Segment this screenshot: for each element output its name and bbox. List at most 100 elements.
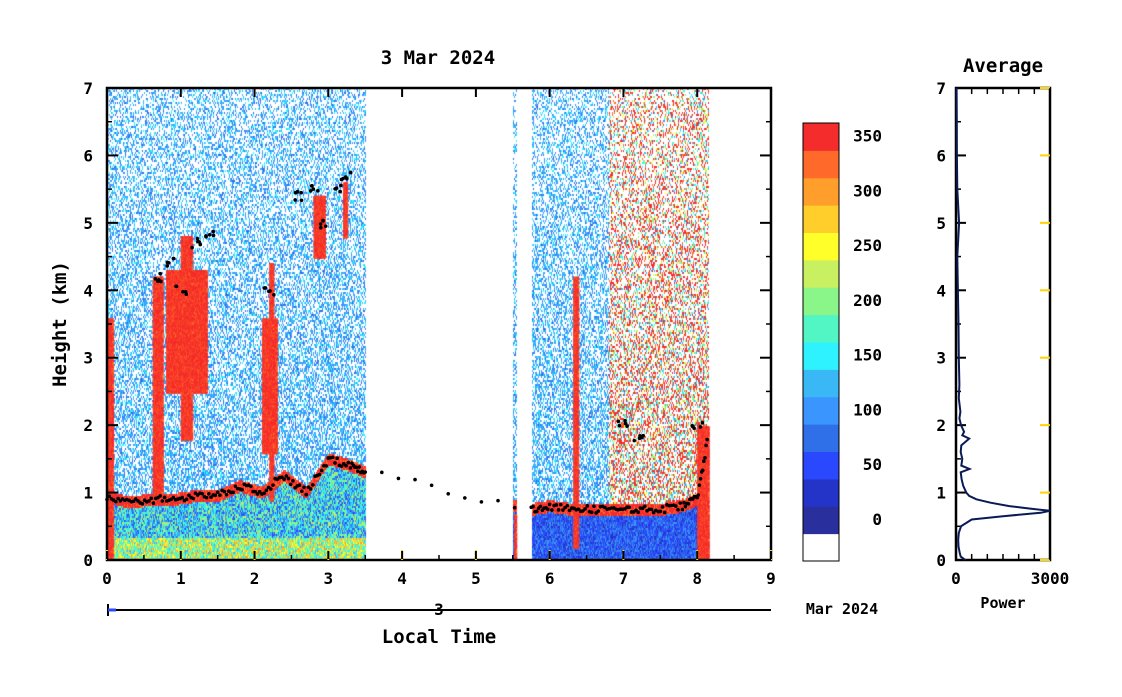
cloud-base-marker	[596, 509, 601, 513]
cloud-base-marker	[213, 493, 218, 498]
cloud-base-marker	[330, 455, 335, 460]
cloud-base-marker	[187, 493, 191, 498]
colorbar-tick-label: 100	[853, 400, 882, 419]
cloud-base-marker	[697, 483, 702, 487]
cloud-top-marker	[299, 190, 304, 195]
cloud-top-marker	[181, 289, 185, 294]
cloud-top-marker	[338, 183, 343, 188]
cloud-base-marker	[698, 476, 703, 481]
heatmap-image	[107, 88, 771, 560]
cloud-top-marker	[632, 438, 637, 443]
cloud-top-marker	[323, 224, 328, 228]
cloud-base-marker	[162, 495, 167, 500]
cloud-top-marker	[198, 242, 203, 247]
cloud-top-marker	[640, 435, 644, 440]
heatmap-layer	[105, 88, 771, 560]
colorbar-tick-label: 50	[863, 455, 882, 474]
cloud-base-marker	[271, 483, 275, 487]
cloud-base-marker	[299, 489, 304, 494]
date-axis-month-year-label: Mar 2024	[806, 600, 878, 618]
cloud-base-marker	[348, 466, 353, 470]
cloud-base-marker	[479, 500, 484, 504]
cloud-base-marker	[324, 464, 328, 468]
colorbar-tick-labels: 0 50 100 150 200 250 300 350	[853, 127, 882, 529]
cloud-base-marker	[592, 504, 596, 509]
cloud-base-marker	[107, 494, 112, 499]
cloud-base-marker	[674, 504, 678, 508]
colorbar-tick-label: 150	[853, 346, 882, 365]
profile-x-tick-label: 3000	[1031, 569, 1070, 588]
cloud-base-marker	[291, 478, 295, 483]
cloud-top-marker	[195, 236, 200, 241]
main-y-tick-label: 3	[83, 349, 93, 368]
cloud-top-marker	[319, 225, 323, 230]
colorbar-swatch	[803, 205, 839, 233]
cloud-base-marker	[346, 460, 351, 465]
cloud-base-marker	[140, 502, 145, 506]
cloud-base-marker	[191, 496, 196, 501]
cloud-top-marker	[310, 183, 314, 188]
cloud-base-marker	[704, 443, 708, 448]
cloud-top-marker	[318, 222, 323, 226]
cloud-base-marker	[233, 484, 238, 489]
cloud-base-marker	[284, 474, 289, 478]
colorbar-swatch	[803, 342, 839, 370]
cloud-base-marker	[249, 484, 253, 489]
cloud-base-marker	[215, 490, 220, 494]
cloud-base-marker	[297, 483, 302, 488]
cloud-base-marker	[700, 468, 705, 473]
cloud-base-marker	[240, 487, 244, 492]
cloud-base-markers	[105, 170, 709, 515]
main-x-tick-label: 3	[324, 569, 334, 588]
cloud-base-marker	[558, 502, 563, 507]
profile-y-tick-label: 7	[936, 79, 946, 98]
cloud-top-marker	[299, 198, 304, 203]
cloud-base-marker	[288, 482, 293, 487]
main-y-axis-label: Height (km)	[49, 261, 71, 387]
main-x-tick-label: 4	[397, 569, 407, 588]
cloud-base-marker	[218, 493, 222, 497]
cloud-top-marker	[158, 271, 163, 276]
cloud-base-marker	[253, 489, 258, 494]
cloud-base-marker	[311, 483, 315, 487]
main-y-tick-label: 7	[83, 79, 93, 98]
cloud-base-marker	[702, 459, 706, 464]
colorbar-swatch	[803, 123, 839, 151]
cloud-base-marker	[589, 510, 594, 515]
profile-y-tick-label: 3	[936, 349, 946, 368]
cloud-base-marker	[357, 465, 362, 469]
cloud-top-marker	[617, 423, 622, 428]
colorbar-swatch	[803, 396, 839, 425]
cloud-top-marker	[153, 277, 158, 281]
cloud-base-marker	[686, 502, 691, 506]
profile-chart-title: Average	[963, 55, 1043, 77]
cloud-top-marker	[616, 419, 621, 424]
cloud-base-marker	[662, 510, 667, 515]
cloud-base-marker	[531, 504, 535, 509]
cloud-base-marker	[209, 495, 213, 499]
cloud-top-marker	[623, 421, 628, 426]
cloud-top-marker	[204, 234, 208, 238]
cloud-base-marker	[512, 505, 517, 510]
cloud-base-marker	[224, 492, 229, 497]
cloud-base-marker	[160, 499, 165, 503]
main-x-tick-label: 1	[176, 569, 186, 588]
cloud-base-marker	[627, 505, 632, 510]
profile-y-tick-label: 0	[936, 551, 946, 570]
cloud-base-marker	[703, 455, 707, 460]
cloud-base-marker	[696, 493, 701, 497]
cloud-base-marker	[567, 508, 572, 513]
cloud-base-marker	[333, 461, 337, 465]
profile-x-tick-label: 0	[951, 569, 961, 588]
cloud-top-marker	[348, 170, 353, 175]
cloud-base-marker	[151, 501, 156, 505]
cloud-top-marker	[293, 198, 297, 202]
cloud-base-marker	[534, 509, 539, 514]
cloud-top-marker	[211, 233, 216, 238]
cloud-base-marker	[149, 496, 154, 501]
cloud-base-marker	[317, 472, 322, 477]
colorbar-tick-label: 250	[853, 236, 882, 255]
profile-series-line	[955, 87, 1051, 561]
colorbar-tick-label: 350	[853, 127, 882, 146]
cloud-base-marker	[282, 477, 286, 481]
